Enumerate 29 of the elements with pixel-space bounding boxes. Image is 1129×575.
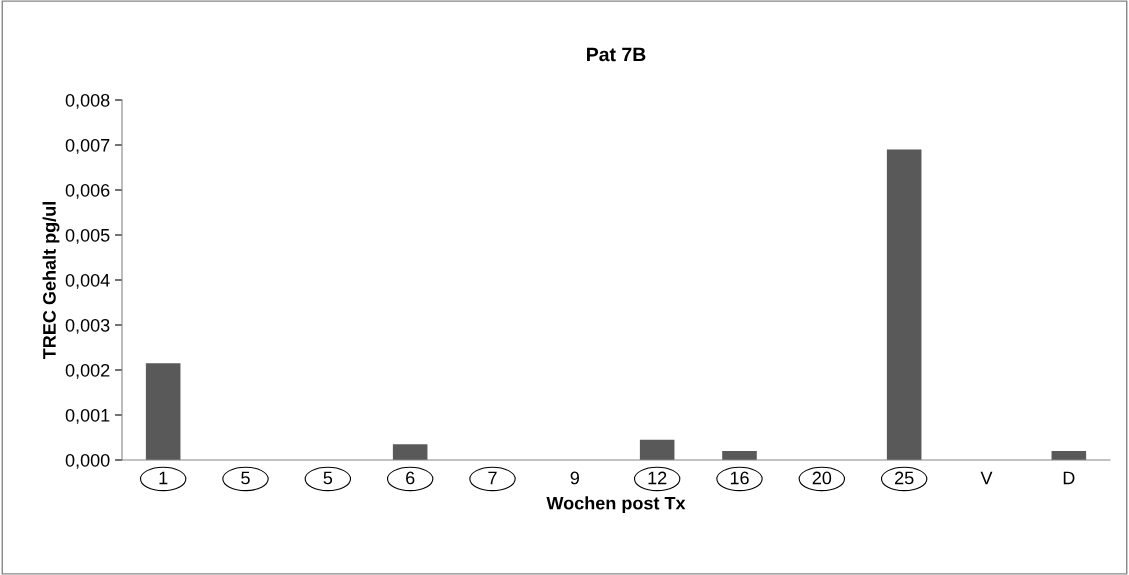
y-tick-label: 0,006 bbox=[65, 183, 110, 199]
x-tick-label: 5 bbox=[323, 471, 333, 485]
x-axis-title: Wochen post Tx bbox=[546, 496, 686, 514]
x-tick-label: 25 bbox=[895, 471, 914, 485]
x-tick-label: 5 bbox=[241, 471, 250, 485]
x-tick-label: D bbox=[1063, 471, 1075, 485]
x-tick-label: 16 bbox=[730, 471, 749, 485]
y-tick-label: 0,002 bbox=[65, 363, 110, 379]
bar bbox=[639, 439, 675, 460]
x-tick-label: 6 bbox=[406, 471, 415, 485]
y-tick-label: 0,004 bbox=[65, 273, 110, 289]
y-tick-label: 0,003 bbox=[65, 318, 110, 334]
x-tick-label: 12 bbox=[648, 471, 667, 485]
x-tick-label: 20 bbox=[812, 471, 832, 485]
chart-title: Pat 7B bbox=[587, 47, 646, 62]
y-tick-label: 0,001 bbox=[65, 408, 110, 424]
bar bbox=[722, 451, 757, 460]
y-tick-label: 0,007 bbox=[65, 138, 110, 154]
y-tick-label: 0,000 bbox=[65, 453, 110, 469]
x-tick-label: 9 bbox=[570, 471, 579, 485]
bar bbox=[392, 444, 428, 460]
x-tick-label: 1 bbox=[159, 471, 168, 485]
y-tick-label: 0,008 bbox=[65, 93, 110, 109]
x-tick-label: 7 bbox=[488, 471, 497, 485]
y-axis-title: TREC Gehalt pg/ul bbox=[42, 202, 60, 360]
bar bbox=[145, 363, 181, 460]
bar bbox=[886, 149, 922, 460]
y-tick-label: 0,005 bbox=[65, 228, 110, 244]
x-tick-label: V bbox=[980, 471, 993, 485]
